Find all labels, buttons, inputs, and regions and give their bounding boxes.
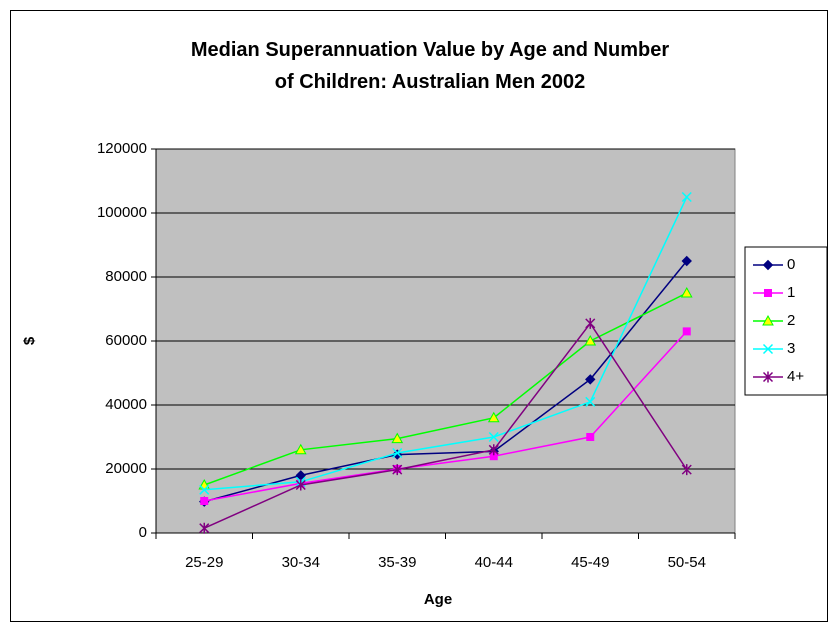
legend-marker [762,371,774,383]
series-line [204,196,688,491]
y-tick-label: 100000 [97,204,147,221]
y-axis-label: $ [21,336,38,345]
point [681,255,692,267]
legend-label: 4+ [787,368,804,385]
point [586,433,595,441]
legend-marker [762,314,774,326]
point [680,286,693,298]
point [199,484,210,495]
y-tick-label: 80000 [105,268,147,285]
series-line [203,292,688,486]
point [681,464,692,476]
chart-title: Median Superannuation Value by Age and N… [190,39,670,93]
legend-marker [764,289,772,297]
legend-label: 1 [787,284,795,301]
y-tick-label: 40000 [105,396,147,413]
point [488,431,499,443]
series-line [203,322,688,529]
point [585,317,596,329]
point [199,522,210,534]
point [391,432,404,444]
x-axis-label: Age [424,591,452,608]
point [681,191,692,203]
legend-label: 0 [787,256,795,273]
point [584,334,597,346]
point [682,327,691,336]
point [392,447,403,459]
point [585,396,596,407]
legend-label: 3 [787,340,795,357]
y-tick-label: 0 [139,524,147,541]
series-line [204,330,688,502]
legend-marker [762,343,774,355]
point [200,497,209,505]
point [488,444,499,456]
x-tick-label: 25-29 [185,554,223,571]
y-tick-label: 60000 [105,332,147,349]
x-tick-label: 45-49 [571,554,609,571]
x-tick-label: 40-44 [475,554,513,571]
point [294,443,307,455]
legend-label: 2 [787,312,795,329]
y-tick-label: 20000 [105,460,147,477]
point [585,374,596,385]
x-tick-label: 50-54 [668,554,706,571]
series-line [204,260,688,503]
point [487,411,500,423]
x-tick-label: 30-34 [282,554,320,571]
x-tick-label: 35-39 [378,554,416,571]
point [295,479,306,491]
legend-marker [762,259,774,271]
point [392,464,403,476]
y-tick-label: 120000 [97,140,147,157]
point [489,452,498,461]
